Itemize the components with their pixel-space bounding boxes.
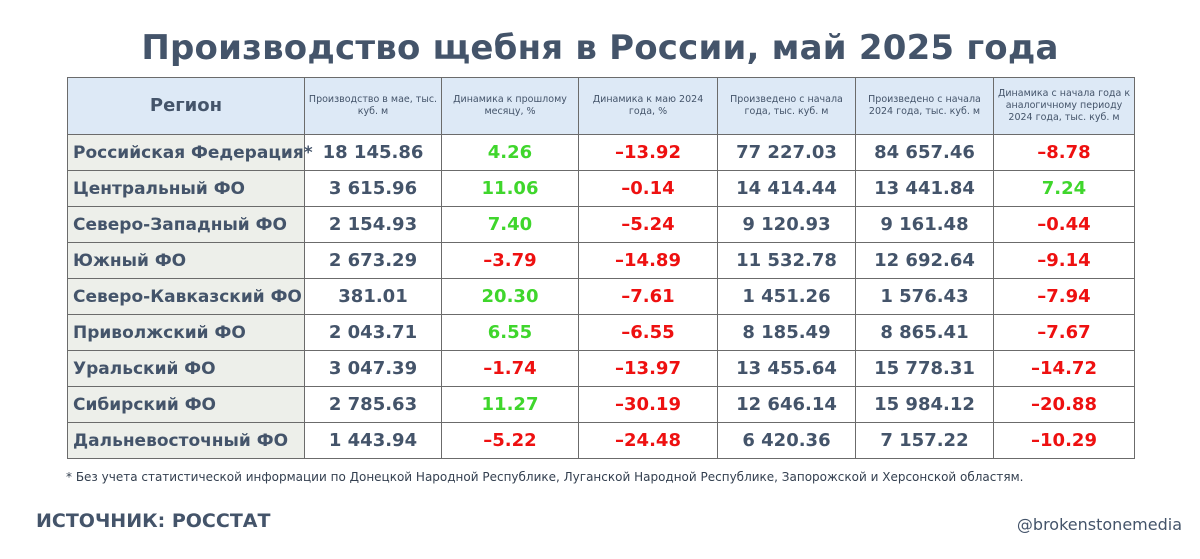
cell-may-production: 2 043.71	[304, 314, 442, 351]
table-row: Приволжский ФО 2 043.71 6.55 –6.55 8 185.49 8…	[67, 314, 1135, 351]
cell-mom-dynamics: 20.30	[441, 278, 579, 315]
cell-yoy-dynamics: –7.61	[578, 278, 718, 315]
cell-region: Центральный ФО	[67, 170, 305, 207]
social-handle: @brokenstonemedia	[1016, 515, 1182, 534]
cell-mom-dynamics: –5.22	[441, 422, 579, 459]
cell-yoy-dynamics: –24.48	[578, 422, 718, 459]
cell-region: Сибирский ФО	[67, 386, 305, 423]
table-row: Южный ФО 2 673.29 –3.79 –14.89 11 532.78 12 6…	[67, 242, 1135, 279]
table-header-row: Регион Производство в мае, тыс. куб. м Д…	[67, 77, 1135, 135]
cell-ytd-2024-production: 8 865.41	[855, 314, 994, 351]
footnote: * Без учета статистической информации по…	[66, 470, 1024, 484]
cell-may-production: 3 615.96	[304, 170, 442, 207]
table-row: Сибирский ФО 2 785.63 11.27 –30.19 12 646.14…	[67, 386, 1135, 423]
cell-ytd-dynamics: –10.29	[993, 422, 1135, 459]
source-label: ИСТОЧНИК: РОССТАТ	[36, 510, 271, 532]
cell-ytd-dynamics: 7.24	[993, 170, 1135, 207]
cell-yoy-dynamics: –0.14	[578, 170, 718, 207]
table-row: Северо-Западный ФО 2 154.93 7.40 –5.24 9 120…	[67, 206, 1135, 243]
cell-mom-dynamics: 6.55	[441, 314, 579, 351]
cell-ytd-production: 13 455.64	[717, 350, 856, 387]
cell-ytd-production: 1 451.26	[717, 278, 856, 315]
cell-ytd-dynamics: –0.44	[993, 206, 1135, 243]
cell-ytd-production: 8 185.49	[717, 314, 856, 351]
cell-ytd-2024-production: 7 157.22	[855, 422, 994, 459]
cell-region: Северо-Кавказский ФО	[67, 278, 305, 315]
cell-mom-dynamics: 11.06	[441, 170, 579, 207]
cell-ytd-dynamics: –8.78	[993, 134, 1135, 171]
cell-yoy-dynamics: –14.89	[578, 242, 718, 279]
cell-may-production: 2 785.63	[304, 386, 442, 423]
cell-region: Северо-Западный ФО	[67, 206, 305, 243]
cell-region: Уральский ФО	[67, 350, 305, 387]
cell-ytd-2024-production: 9 161.48	[855, 206, 994, 243]
table-row: Центральный ФО 3 615.96 11.06 –0.14 14 414.4…	[67, 170, 1135, 207]
cell-may-production: 381.01	[304, 278, 442, 315]
cell-region: Приволжский ФО	[67, 314, 305, 351]
cell-may-production: 2 154.93	[304, 206, 442, 243]
cell-ytd-2024-production: 15 984.12	[855, 386, 994, 423]
cell-ytd-2024-production: 13 441.84	[855, 170, 994, 207]
cell-may-production: 1 443.94	[304, 422, 442, 459]
cell-mom-dynamics: –1.74	[441, 350, 579, 387]
cell-ytd-dynamics: –14.72	[993, 350, 1135, 387]
cell-yoy-dynamics: –6.55	[578, 314, 718, 351]
column-header-ytd-production: Произведено с начала года, тыс. куб. м	[717, 77, 856, 135]
column-header-yoy-dynamics: Динамика к маю 2024 года, %	[578, 77, 718, 135]
cell-ytd-production: 11 532.78	[717, 242, 856, 279]
cell-ytd-dynamics: –7.67	[993, 314, 1135, 351]
table-row: Уральский ФО 3 047.39 –1.74 –13.97 13 455.64…	[67, 350, 1135, 387]
cell-ytd-production: 77 227.03	[717, 134, 856, 171]
cell-yoy-dynamics: –30.19	[578, 386, 718, 423]
cell-yoy-dynamics: –13.92	[578, 134, 718, 171]
column-header-region: Регион	[67, 77, 305, 135]
cell-mom-dynamics: 4.26	[441, 134, 579, 171]
cell-mom-dynamics: –3.79	[441, 242, 579, 279]
cell-ytd-dynamics: –9.14	[993, 242, 1135, 279]
production-table: Регион Производство в мае, тыс. куб. м Д…	[67, 77, 1135, 459]
cell-ytd-production: 14 414.44	[717, 170, 856, 207]
page-title: Производство щебня в России, май 2025 го…	[141, 28, 1059, 68]
cell-may-production: 2 673.29	[304, 242, 442, 279]
column-header-ytd-dynamics: Динамика с начала года к аналогичному пе…	[993, 77, 1135, 135]
cell-mom-dynamics: 11.27	[441, 386, 579, 423]
cell-ytd-production: 12 646.14	[717, 386, 856, 423]
cell-ytd-2024-production: 84 657.46	[855, 134, 994, 171]
cell-may-production: 3 047.39	[304, 350, 442, 387]
column-header-mom-dynamics: Динамика к прошлому месяцу, %	[441, 77, 579, 135]
cell-region: Южный ФО	[67, 242, 305, 279]
cell-ytd-production: 9 120.93	[717, 206, 856, 243]
cell-may-production: 18 145.86	[304, 134, 442, 171]
cell-yoy-dynamics: –13.97	[578, 350, 718, 387]
cell-region: Дальневосточный ФО	[67, 422, 305, 459]
table-row: Дальневосточный ФО 1 443.94 –5.22 –24.48 6 4…	[67, 422, 1135, 459]
column-header-ytd-2024-production: Произведено с начала 2024 года, тыс. куб…	[855, 77, 994, 135]
column-header-may-production: Производство в мае, тыс. куб. м	[304, 77, 442, 135]
cell-mom-dynamics: 7.40	[441, 206, 579, 243]
cell-yoy-dynamics: –5.24	[578, 206, 718, 243]
cell-ytd-dynamics: –20.88	[993, 386, 1135, 423]
cell-ytd-production: 6 420.36	[717, 422, 856, 459]
table-row: Российская Федерация* 18 145.86 4.26 –13.92…	[67, 134, 1135, 171]
table-row: Северо-Кавказский ФО 381.01 20.30 –7.61 1 45…	[67, 278, 1135, 315]
cell-ytd-2024-production: 12 692.64	[855, 242, 994, 279]
cell-ytd-dynamics: –7.94	[993, 278, 1135, 315]
cell-ytd-2024-production: 1 576.43	[855, 278, 994, 315]
cell-ytd-2024-production: 15 778.31	[855, 350, 994, 387]
table-body: Российская Федерация* 18 145.86 4.26 –13.92…	[67, 134, 1135, 459]
cell-region: Российская Федерация*	[67, 134, 313, 171]
